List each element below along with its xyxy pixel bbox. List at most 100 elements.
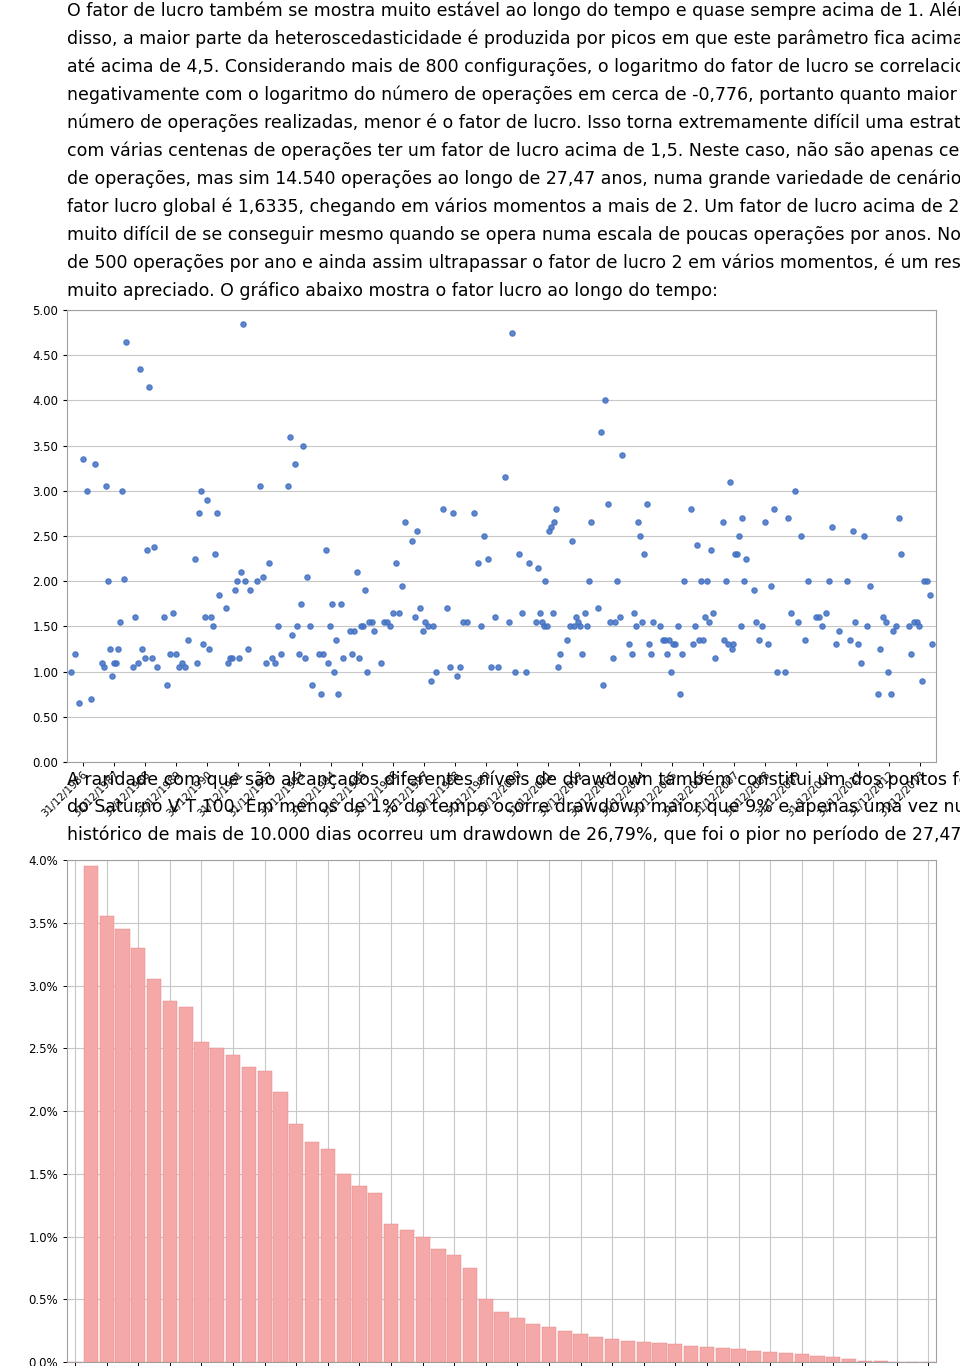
Point xyxy=(366,620,381,642)
Point xyxy=(353,616,369,638)
Point xyxy=(413,597,428,619)
Point xyxy=(665,634,681,656)
Point xyxy=(577,602,592,624)
Point xyxy=(118,331,133,352)
Point xyxy=(225,647,240,669)
Point xyxy=(108,652,124,673)
Point xyxy=(901,616,917,638)
Bar xyxy=(242,1067,256,1362)
Point xyxy=(439,597,454,619)
Point xyxy=(156,607,172,628)
Point xyxy=(67,642,83,664)
Point xyxy=(205,616,221,638)
Point xyxy=(545,602,561,624)
Bar xyxy=(621,1340,636,1362)
Point xyxy=(696,628,711,650)
Bar xyxy=(416,1236,430,1362)
Point xyxy=(294,593,309,615)
Point xyxy=(425,616,441,638)
Point xyxy=(63,661,79,683)
Point xyxy=(687,616,703,638)
Point xyxy=(221,652,236,673)
Point xyxy=(685,634,701,656)
Point xyxy=(562,616,577,638)
Bar xyxy=(810,1355,825,1362)
Point xyxy=(71,693,86,714)
Point xyxy=(797,628,812,650)
Point xyxy=(233,561,249,583)
Point xyxy=(348,561,364,583)
Point xyxy=(848,611,863,632)
Point xyxy=(197,607,212,628)
Point xyxy=(207,544,223,566)
Point xyxy=(171,656,186,678)
Point xyxy=(473,616,489,638)
Bar xyxy=(605,1340,619,1362)
Point xyxy=(96,656,111,678)
Point xyxy=(443,656,458,678)
Point xyxy=(831,620,847,642)
Point xyxy=(102,638,117,660)
Point xyxy=(459,611,474,632)
Point xyxy=(633,525,648,546)
Point xyxy=(906,611,922,632)
Bar xyxy=(132,948,145,1362)
Point xyxy=(724,638,739,660)
Bar xyxy=(305,1142,319,1362)
Point xyxy=(564,530,579,552)
Bar xyxy=(399,1231,414,1362)
Bar xyxy=(84,866,98,1362)
Point xyxy=(264,647,279,669)
Point xyxy=(187,548,203,570)
Bar xyxy=(653,1343,666,1362)
Point xyxy=(568,607,584,628)
Point xyxy=(304,675,320,697)
Point xyxy=(626,602,641,624)
Point xyxy=(766,499,781,520)
Point xyxy=(733,616,749,638)
Point xyxy=(139,538,155,560)
Bar xyxy=(463,1268,477,1362)
Point xyxy=(174,652,189,673)
Point xyxy=(706,602,721,624)
Point xyxy=(914,669,929,691)
Point xyxy=(395,575,410,597)
Point xyxy=(314,683,329,705)
Point xyxy=(811,607,827,628)
Bar xyxy=(289,1124,303,1362)
Point xyxy=(757,511,773,533)
Point xyxy=(536,616,551,638)
Point xyxy=(794,525,809,546)
Bar xyxy=(257,1071,272,1362)
Point xyxy=(189,652,204,673)
Point xyxy=(204,607,219,628)
Point xyxy=(470,552,486,574)
Point xyxy=(410,520,425,542)
Point xyxy=(783,602,799,624)
Point xyxy=(628,616,643,638)
Point xyxy=(328,628,344,650)
Point xyxy=(730,544,745,566)
Bar xyxy=(827,1356,840,1362)
Point xyxy=(104,665,119,687)
Point xyxy=(550,656,565,678)
Point xyxy=(610,570,625,591)
Bar xyxy=(384,1224,398,1362)
Point xyxy=(142,376,157,398)
Point xyxy=(255,566,271,587)
Point xyxy=(903,642,919,664)
Point xyxy=(924,634,940,656)
Bar xyxy=(321,1149,335,1362)
Bar xyxy=(494,1311,509,1362)
Point xyxy=(876,607,891,628)
Point xyxy=(487,607,502,628)
Point xyxy=(543,516,559,538)
Point xyxy=(116,568,132,590)
Point xyxy=(382,616,397,638)
Point xyxy=(708,647,723,669)
Point xyxy=(191,503,206,525)
Point xyxy=(373,652,389,673)
Point xyxy=(698,607,713,628)
Point xyxy=(147,535,162,557)
Point xyxy=(736,570,752,591)
